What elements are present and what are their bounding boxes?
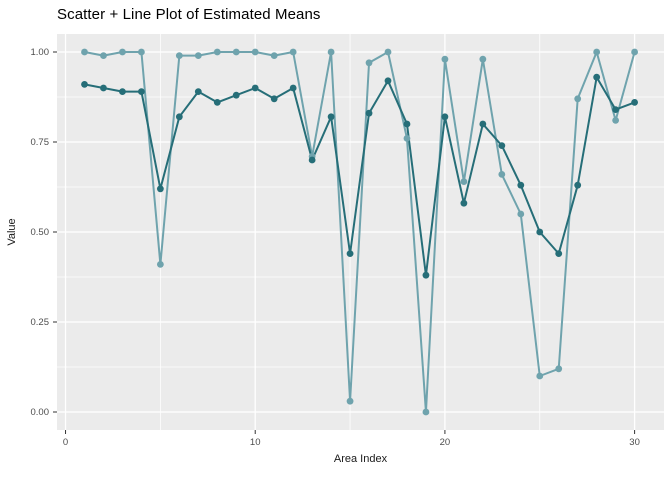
x-axis-title: Area Index bbox=[333, 453, 388, 465]
data-point-light-teal-series bbox=[175, 52, 183, 59]
data-point-dark-teal-series bbox=[232, 91, 240, 99]
data-point-light-teal-series bbox=[81, 48, 88, 56]
data-point-light-teal-series bbox=[213, 48, 221, 56]
data-point-light-teal-series bbox=[251, 48, 259, 56]
data-point-dark-teal-series bbox=[365, 109, 373, 117]
data-point-dark-teal-series bbox=[517, 181, 525, 189]
data-point-dark-teal-series bbox=[555, 250, 563, 257]
y-tick-label: 0.75 bbox=[30, 136, 50, 148]
data-point-light-teal-series bbox=[270, 52, 278, 59]
data-point-dark-teal-series bbox=[100, 84, 107, 92]
data-point-light-teal-series bbox=[232, 48, 240, 56]
plot-title: Scatter + Line Plot of Estimated Means bbox=[57, 6, 321, 23]
data-point-light-teal-series bbox=[593, 48, 601, 56]
data-point-dark-teal-series bbox=[612, 106, 620, 113]
y-tick-label: 0.25 bbox=[30, 316, 50, 328]
data-point-dark-teal-series bbox=[81, 81, 88, 88]
data-point-light-teal-series bbox=[479, 55, 487, 63]
data-point-light-teal-series bbox=[365, 59, 373, 67]
x-tick-label: 20 bbox=[439, 437, 451, 448]
series-line-dark-teal-series bbox=[83, 76, 636, 277]
data-point-dark-teal-series bbox=[346, 250, 354, 257]
data-point-light-teal-series bbox=[346, 397, 354, 405]
data-point-light-teal-series bbox=[138, 48, 145, 56]
data-point-light-teal-series bbox=[403, 135, 411, 142]
y-tick-label: 0.50 bbox=[30, 226, 50, 238]
y-tick-label: 1.00 bbox=[30, 46, 50, 58]
data-point-light-teal-series bbox=[612, 117, 620, 124]
data-point-dark-teal-series bbox=[156, 185, 164, 193]
data-point-dark-teal-series bbox=[289, 84, 297, 92]
data-point-light-teal-series bbox=[119, 48, 126, 56]
y-axis-title: Value bbox=[6, 218, 18, 246]
x-tick-label: 30 bbox=[629, 437, 640, 448]
data-point-dark-teal-series bbox=[593, 73, 601, 81]
data-point-dark-teal-series bbox=[403, 120, 411, 128]
data-point-light-teal-series bbox=[517, 210, 525, 218]
data-point-light-teal-series bbox=[631, 48, 638, 56]
data-point-light-teal-series bbox=[460, 178, 468, 186]
data-point-dark-teal-series bbox=[536, 228, 544, 236]
data-point-dark-teal-series bbox=[441, 113, 449, 121]
data-point-dark-teal-series bbox=[138, 88, 145, 95]
data-point-dark-teal-series bbox=[327, 113, 335, 121]
data-point-light-teal-series bbox=[100, 52, 107, 59]
data-point-light-teal-series bbox=[555, 365, 563, 373]
data-point-light-teal-series bbox=[327, 48, 335, 56]
data-point-light-teal-series bbox=[574, 95, 582, 103]
data-point-dark-teal-series bbox=[251, 84, 259, 92]
y-tick-label: 0.00 bbox=[30, 406, 50, 418]
data-point-dark-teal-series bbox=[175, 113, 183, 121]
data-point-dark-teal-series bbox=[308, 156, 316, 164]
data-point-dark-teal-series bbox=[479, 120, 487, 128]
data-point-light-teal-series bbox=[384, 48, 392, 56]
data-point-dark-teal-series bbox=[460, 199, 468, 207]
data-point-dark-teal-series bbox=[384, 77, 392, 85]
data-point-light-teal-series bbox=[536, 372, 544, 380]
data-point-light-teal-series bbox=[441, 55, 449, 63]
data-point-light-teal-series bbox=[422, 408, 430, 416]
data-point-dark-teal-series bbox=[498, 142, 506, 150]
data-point-dark-teal-series bbox=[119, 88, 126, 95]
data-point-dark-teal-series bbox=[213, 99, 221, 106]
data-point-light-teal-series bbox=[194, 52, 202, 59]
data-point-dark-teal-series bbox=[422, 271, 430, 279]
data-point-dark-teal-series bbox=[574, 181, 582, 189]
x-tick-label: 0 bbox=[62, 437, 69, 448]
data-point-dark-teal-series bbox=[270, 95, 278, 103]
data-point-light-teal-series bbox=[156, 261, 164, 268]
data-point-light-teal-series bbox=[289, 48, 297, 56]
data-point-dark-teal-series bbox=[631, 99, 638, 106]
data-point-dark-teal-series bbox=[194, 88, 202, 95]
x-tick-label: 10 bbox=[249, 437, 261, 448]
data-point-light-teal-series bbox=[498, 171, 506, 178]
